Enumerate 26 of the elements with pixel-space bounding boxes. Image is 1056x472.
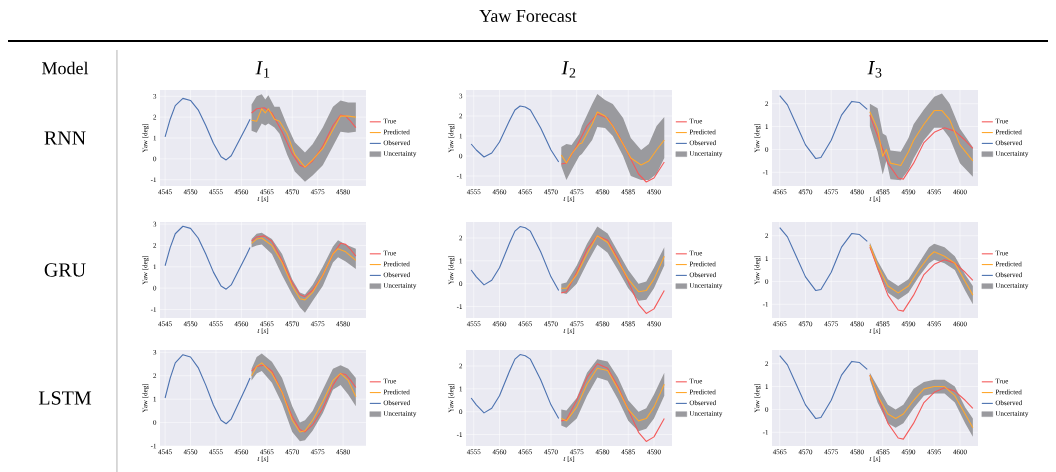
- chart-title: I$_{2}$: [561, 61, 576, 78]
- line-series: [560, 367, 665, 422]
- line-series: [470, 353, 560, 419]
- text: LSTM: [38, 391, 92, 405]
- chart-title: I$_{1}$: [255, 61, 270, 78]
- line-series: [869, 109, 974, 166]
- line-series: [560, 235, 665, 293]
- line-series: [869, 246, 974, 312]
- line-series: [560, 111, 665, 166]
- chart-title: I$_{3}$: [867, 60, 882, 78]
- line-series: [560, 235, 665, 314]
- line-series: [869, 114, 974, 180]
- line-series: [869, 374, 974, 429]
- line-series: [869, 244, 974, 296]
- line-series: [560, 363, 665, 442]
- text: GRU: [44, 263, 86, 277]
- line-series: [560, 113, 665, 183]
- line-series: [779, 95, 868, 159]
- text: RNN: [44, 131, 86, 145]
- line-series: [779, 355, 868, 419]
- line-series: [779, 227, 868, 291]
- line-series: [164, 225, 251, 290]
- line-series: [470, 225, 560, 291]
- line-series: [470, 105, 560, 163]
- text: Model: [42, 61, 89, 75]
- text: Yaw Forecast: [479, 9, 577, 22]
